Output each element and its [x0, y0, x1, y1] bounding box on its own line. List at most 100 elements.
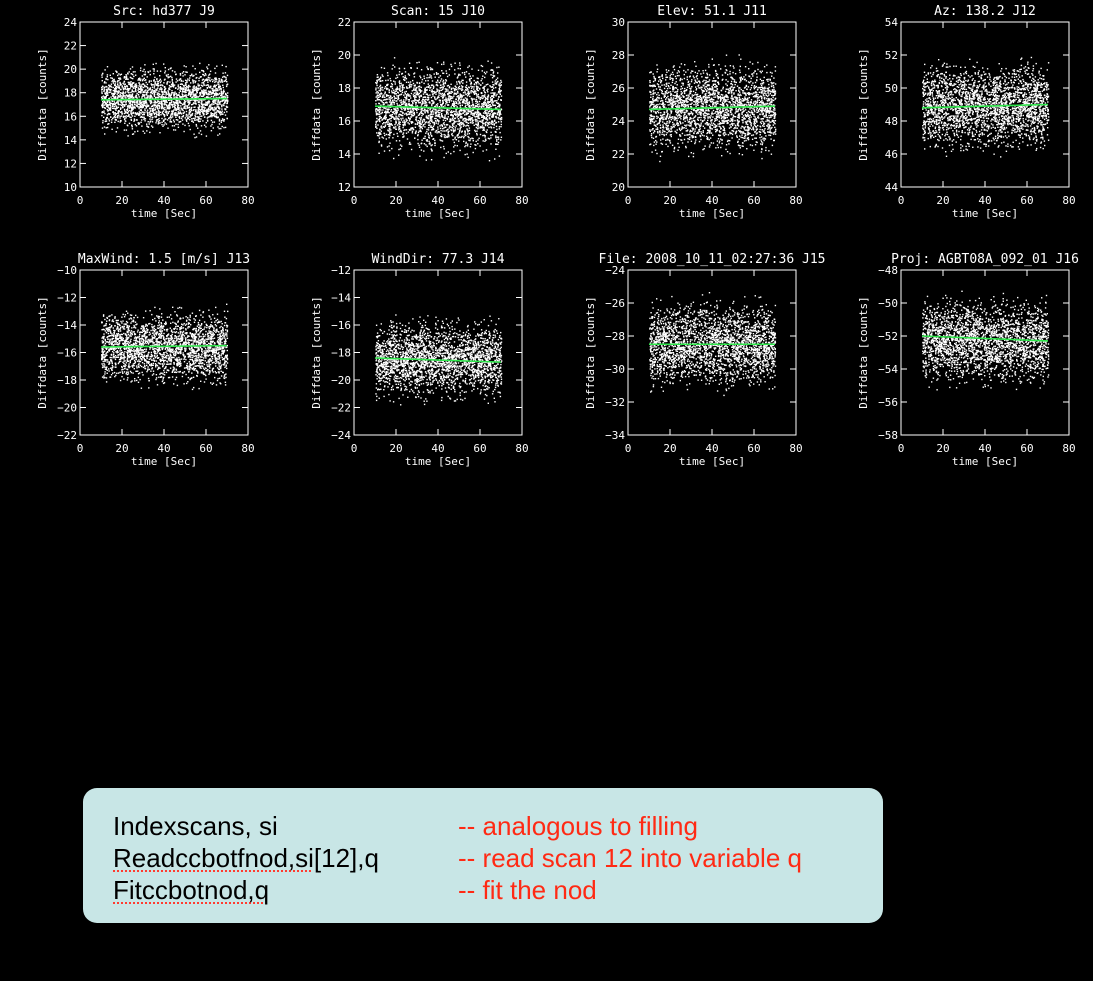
- data-point: [447, 133, 449, 136]
- data-point: [379, 115, 381, 118]
- data-point: [159, 88, 161, 90]
- data-point: [194, 110, 197, 113]
- data-point: [413, 88, 415, 91]
- data-point: [182, 115, 184, 118]
- data-point: [399, 88, 401, 90]
- data-point: [411, 84, 413, 86]
- data-point: [470, 87, 473, 89]
- data-point: [388, 118, 390, 121]
- data-point: [495, 115, 497, 118]
- data-point: [194, 94, 196, 97]
- data-point: [174, 113, 176, 115]
- data-point: [769, 89, 771, 92]
- data-point: [172, 114, 174, 116]
- data-point: [443, 136, 446, 138]
- data-point: [473, 79, 475, 82]
- data-point: [101, 92, 103, 95]
- data-point: [388, 97, 390, 99]
- data-point: [379, 106, 382, 109]
- data-point: [156, 101, 158, 104]
- data-point: [124, 122, 126, 124]
- data-point: [187, 122, 190, 125]
- data-point: [389, 104, 391, 107]
- data-point: [445, 130, 448, 132]
- data-point: [379, 84, 382, 86]
- data-point: [475, 81, 477, 84]
- data-point: [178, 99, 180, 101]
- data-point: [214, 93, 216, 96]
- data-point: [435, 91, 437, 93]
- data-point: [381, 95, 384, 97]
- data-point: [111, 107, 114, 109]
- data-point: [480, 79, 482, 82]
- data-point: [490, 62, 493, 64]
- data-point: [441, 109, 443, 111]
- data-point: [459, 87, 461, 90]
- data-point: [153, 95, 156, 98]
- data-point: [481, 70, 483, 72]
- data-point: [394, 66, 396, 68]
- data-point: [213, 84, 216, 86]
- data-point: [151, 88, 153, 91]
- data-point: [435, 72, 438, 74]
- data-point: [221, 64, 223, 66]
- data-point: [386, 121, 388, 123]
- data-point: [681, 78, 683, 81]
- data-point: [168, 105, 171, 107]
- data-point: [183, 86, 185, 88]
- data-point: [208, 106, 210, 108]
- data-point: [128, 97, 131, 99]
- data-point: [459, 106, 462, 108]
- data-point: [153, 93, 155, 95]
- data-point: [381, 111, 383, 113]
- data-point: [183, 101, 185, 104]
- data-point: [494, 92, 496, 94]
- data-point: [154, 76, 156, 79]
- data-point: [426, 66, 428, 68]
- data-point: [177, 88, 179, 90]
- data-point: [496, 66, 498, 69]
- data-point: [128, 109, 131, 112]
- data-point: [223, 104, 225, 107]
- data-point: [432, 138, 434, 140]
- data-point: [187, 88, 189, 91]
- data-point: [476, 111, 478, 113]
- data-point: [453, 95, 455, 97]
- data-point: [478, 114, 480, 116]
- data-point: [458, 85, 461, 88]
- data-point: [108, 118, 110, 120]
- data-point: [109, 101, 111, 104]
- data-point: [721, 155, 723, 157]
- data-point: [442, 123, 445, 125]
- data-point: [420, 69, 423, 71]
- data-point: [192, 95, 194, 97]
- data-point: [378, 109, 380, 112]
- data-point: [477, 143, 479, 145]
- data-point: [478, 97, 480, 99]
- data-point: [173, 129, 175, 131]
- data-point: [406, 105, 408, 107]
- data-points: [649, 54, 777, 163]
- data-point: [454, 102, 456, 105]
- data-point: [420, 142, 423, 144]
- data-point: [192, 89, 195, 92]
- data-point: [431, 126, 433, 129]
- data-point: [431, 80, 434, 82]
- data-point: [700, 114, 702, 116]
- data-point: [395, 128, 398, 130]
- data-point: [224, 102, 226, 104]
- data-point: [119, 92, 122, 94]
- data-point: [412, 128, 414, 130]
- data-point: [399, 123, 401, 126]
- data-point: [499, 90, 502, 92]
- data-point: [471, 117, 473, 119]
- data-point: [466, 121, 468, 124]
- data-point: [121, 113, 123, 115]
- data-point: [167, 73, 169, 76]
- data-point: [188, 113, 190, 115]
- data-point: [388, 149, 391, 152]
- data-point: [397, 118, 400, 120]
- data-point: [412, 100, 414, 102]
- data-point: [424, 99, 426, 101]
- data-point: [490, 86, 492, 88]
